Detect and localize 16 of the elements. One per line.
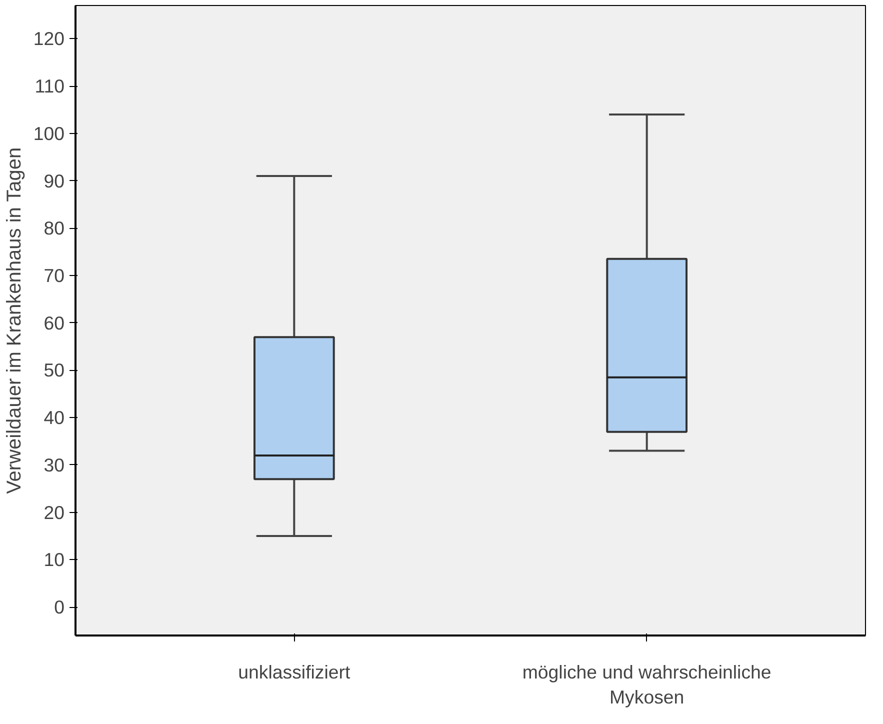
y-tick-label: 100 — [33, 122, 65, 144]
x-tick-label: mögliche und wahrscheinliche Mykosen — [522, 662, 772, 708]
y-tick-label: 110 — [34, 76, 65, 97]
x-tick-label: unklassifiziert — [238, 662, 351, 682]
y-tick-label: 30 — [44, 454, 65, 476]
y-tick-label: 90 — [44, 170, 65, 192]
y-tick-label: 70 — [44, 265, 65, 286]
y-tick-label: 60 — [44, 312, 65, 334]
y-tick-label: 0 — [54, 596, 65, 618]
y-tick-label: 50 — [44, 360, 65, 381]
y-tick-label: 20 — [44, 502, 65, 523]
y-tick-label: 80 — [44, 218, 65, 239]
y-tick-label: 120 — [33, 28, 65, 50]
y-axis-title: Verweildauer im Krankenhaus in Tagen — [3, 147, 26, 494]
y-tick-label: 10 — [44, 549, 65, 570]
y-tick-label: 40 — [44, 407, 65, 428]
